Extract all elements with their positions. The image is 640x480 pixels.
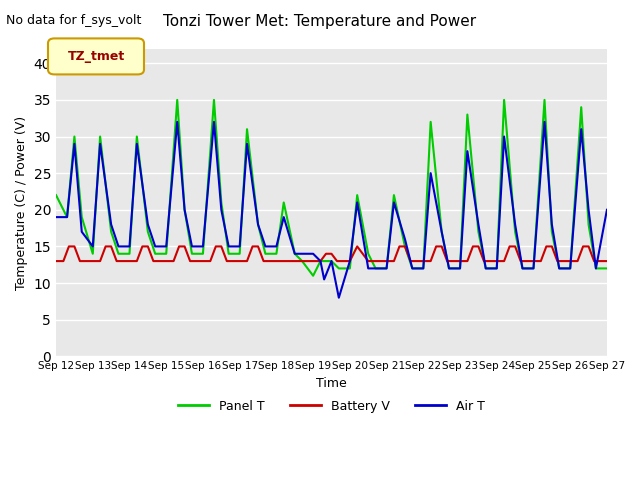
Panel T [309, 273, 317, 278]
Battery V [548, 243, 556, 249]
Line: Panel T: Panel T [56, 100, 607, 276]
Panel T [254, 222, 262, 228]
Air T [96, 141, 104, 147]
Panel T [548, 229, 556, 235]
X-axis label: Time: Time [316, 377, 347, 390]
Battery V [265, 258, 273, 264]
Line: Air T: Air T [56, 122, 607, 298]
Battery V [52, 258, 60, 264]
Battery V [170, 258, 177, 264]
Air T [603, 207, 611, 213]
Panel T [364, 251, 372, 257]
Battery V [603, 258, 611, 264]
Battery V [65, 243, 73, 249]
Text: TZ_tmet: TZ_tmet [67, 50, 125, 63]
Y-axis label: Temperature (C) / Power (V): Temperature (C) / Power (V) [15, 115, 28, 289]
Panel T [188, 251, 196, 257]
Text: Tonzi Tower Met: Temperature and Power: Tonzi Tower Met: Temperature and Power [163, 14, 477, 29]
Air T [548, 222, 556, 228]
Air T [335, 295, 342, 300]
Panel T [401, 243, 409, 249]
Panel T [52, 192, 60, 198]
Battery V [113, 258, 120, 264]
Legend: Panel T, Battery V, Air T: Panel T, Battery V, Air T [173, 395, 490, 418]
Battery V [333, 258, 341, 264]
Air T [401, 236, 409, 242]
Text: No data for f_sys_volt: No data for f_sys_volt [6, 14, 142, 27]
Air T [52, 214, 60, 220]
Panel T [603, 265, 611, 271]
Air T [210, 119, 218, 125]
Line: Battery V: Battery V [56, 246, 607, 261]
Panel T [163, 251, 170, 257]
Air T [163, 243, 170, 249]
Air T [328, 258, 335, 264]
Air T [173, 119, 181, 125]
Battery V [125, 258, 133, 264]
Panel T [173, 97, 181, 103]
